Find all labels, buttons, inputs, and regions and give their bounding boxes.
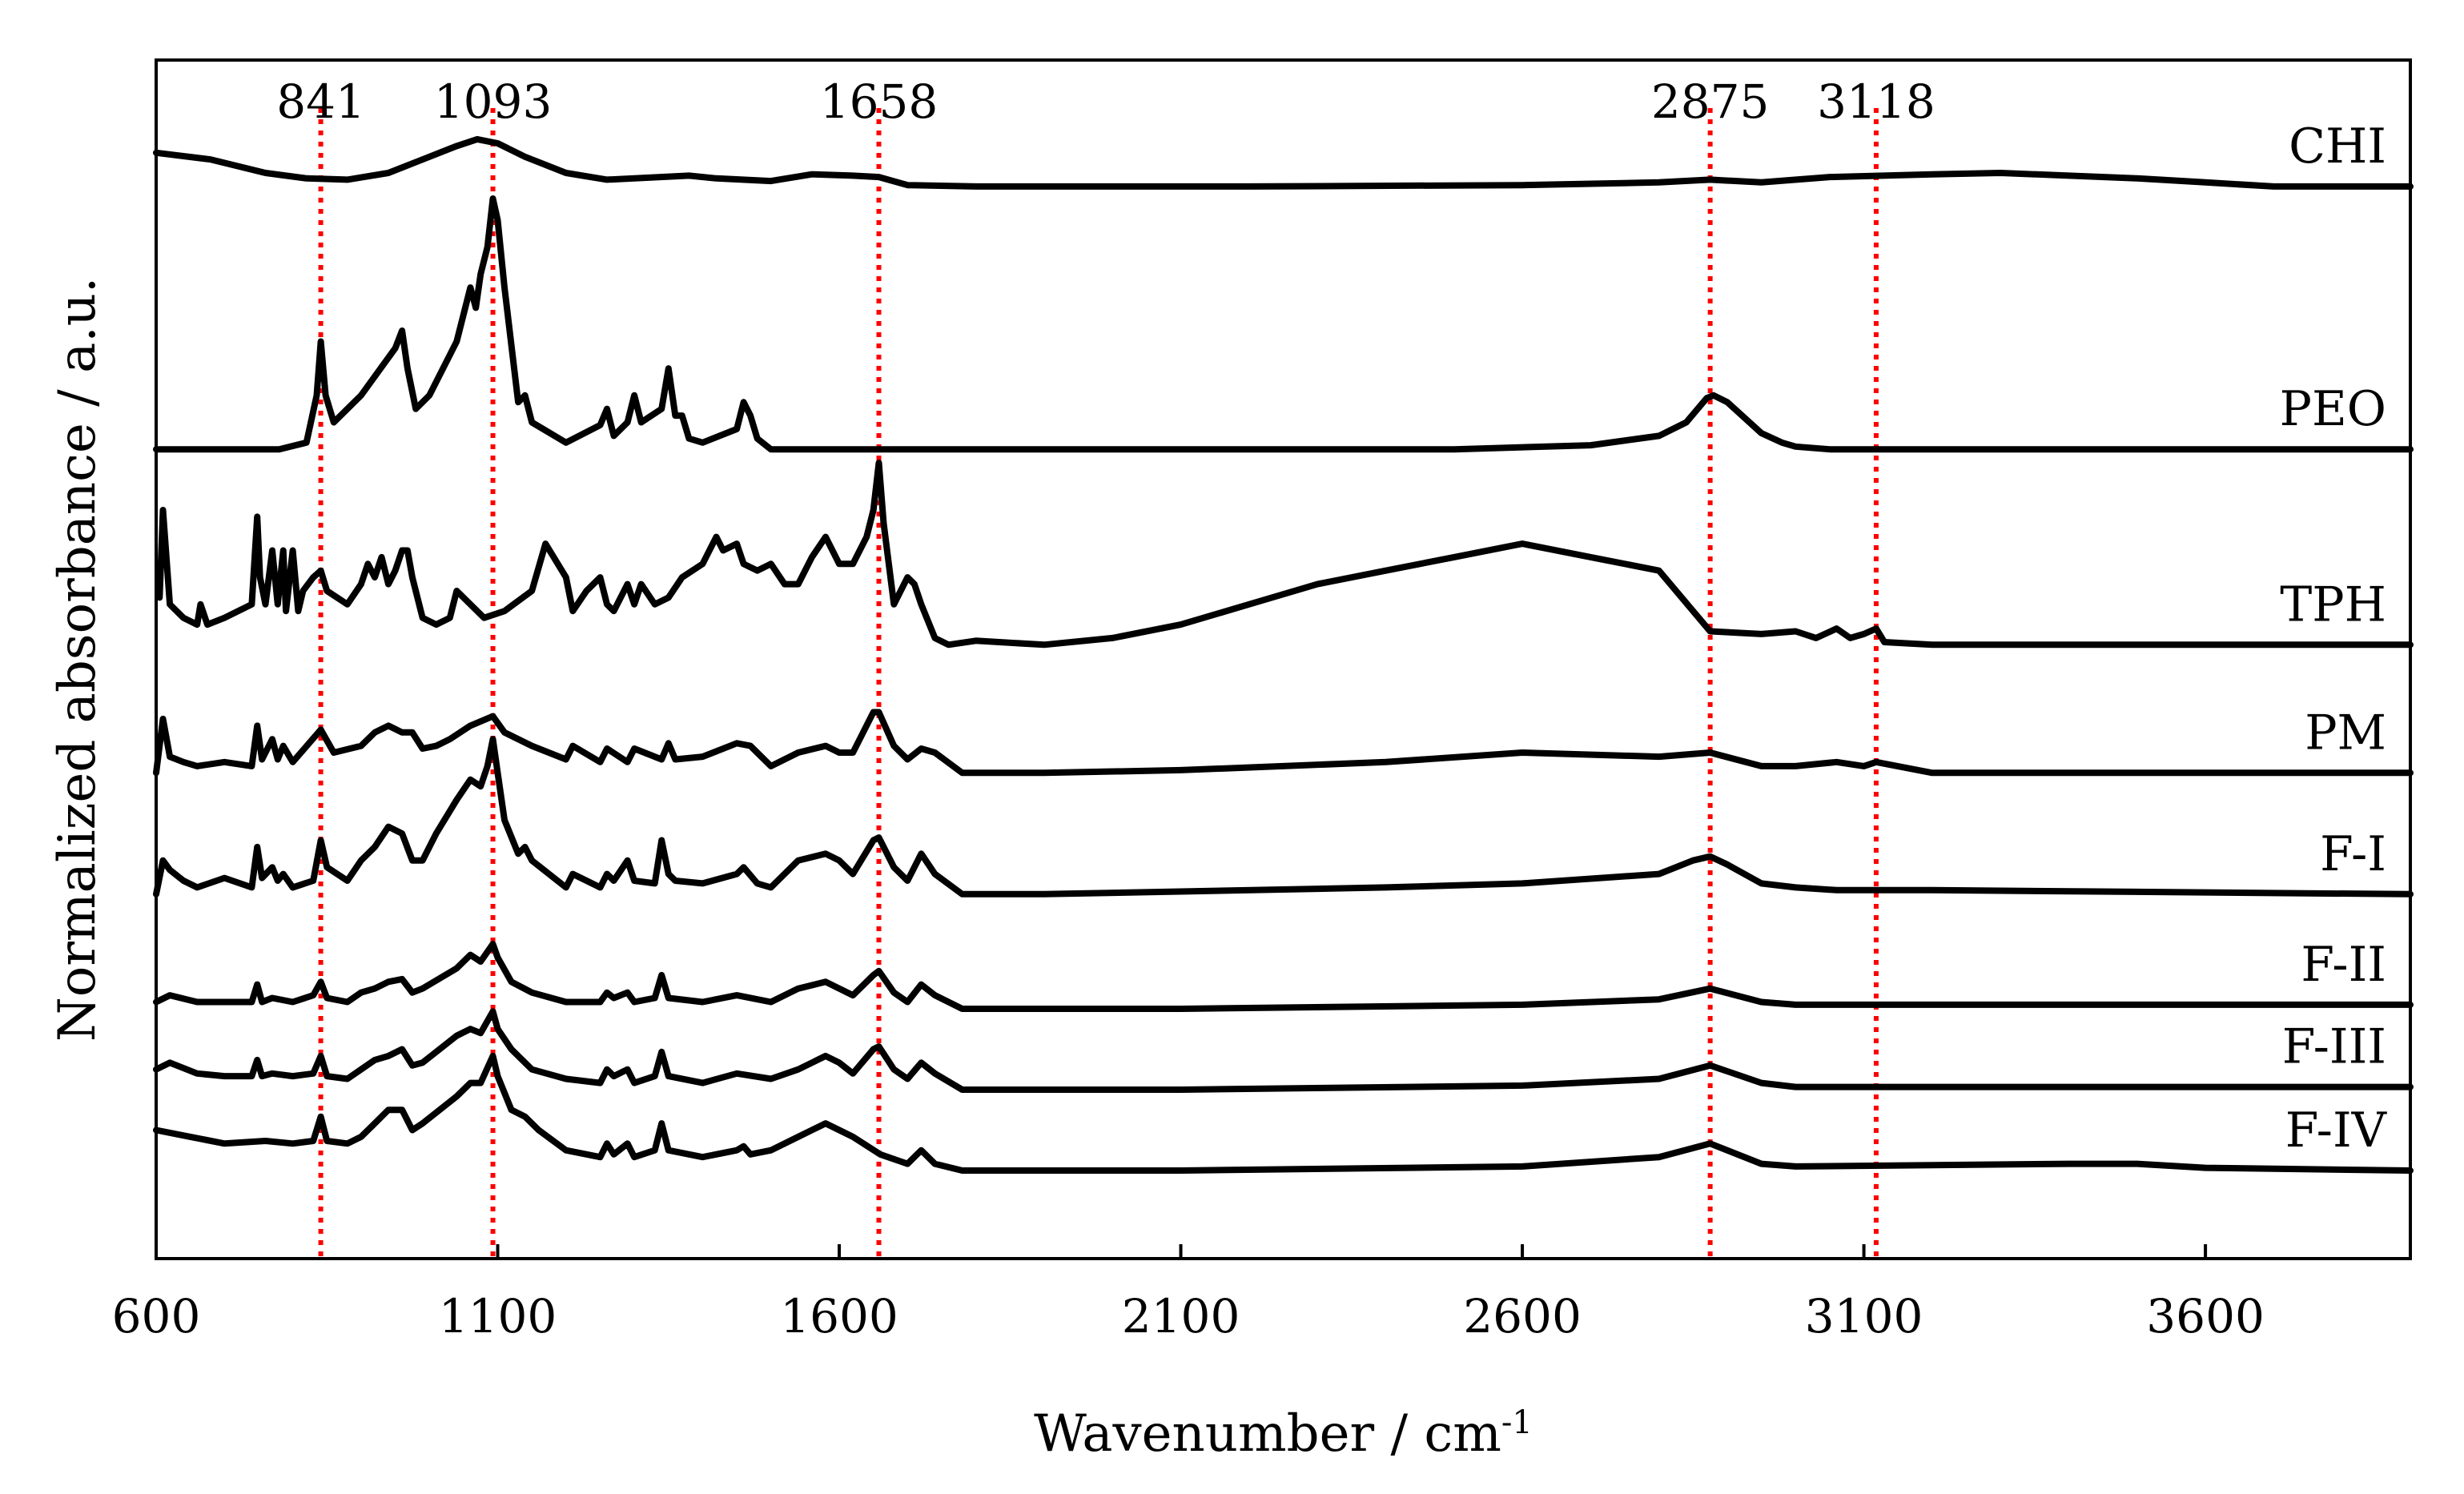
series-line-f-ii: [153, 941, 2414, 1012]
spectra-lines: [153, 135, 2414, 1174]
series-label-chi: CHI: [2289, 118, 2386, 175]
peak-label-3118: 3118: [1817, 74, 1935, 129]
x-tick-label-2600: 2600: [1463, 1289, 1582, 1343]
series-label-f-iii: F-III: [2282, 1019, 2386, 1075]
x-axis-ticks: 600 1100 1600 2100 2600 3100 3600: [112, 1244, 2265, 1343]
y-axis-title: Normalized absorbance / a.u.: [48, 277, 107, 1042]
x-tick-label-600: 600: [112, 1289, 201, 1343]
x-tick-label-2100: 2100: [1122, 1289, 1240, 1343]
peak-label-1093: 1093: [434, 74, 553, 129]
plot-area-frame: [155, 58, 2412, 1260]
x-tick-label-1600: 1600: [780, 1289, 898, 1343]
series-line-tph: [156, 460, 2414, 649]
series-labels: CHI PEO TPH PM F-I F-II F-III F-IV: [2280, 118, 2388, 1159]
series-label-pm: PM: [2305, 705, 2386, 761]
peak-labels: 841 1093 1658 2875 3118: [276, 74, 1935, 129]
x-tick-label-3600: 3600: [2146, 1289, 2265, 1343]
series-label-f-iv: F-IV: [2285, 1102, 2388, 1159]
series-line-f-iv: [153, 1052, 2414, 1174]
x-tick-label-3100: 3100: [1805, 1289, 1923, 1343]
peak-label-1658: 1658: [820, 74, 939, 129]
series-label-tph: TPH: [2280, 576, 2386, 633]
series-line-peo: [153, 195, 2414, 453]
series-line-f-i: [153, 736, 2414, 898]
x-axis-title: Wavenumber / cm-1: [1034, 1404, 1533, 1464]
reference-lines: [318, 108, 1879, 1259]
peak-label-841: 841: [276, 74, 365, 129]
series-label-peo: PEO: [2280, 381, 2386, 437]
series-label-f-i: F-I: [2320, 826, 2386, 882]
series-line-chi: [153, 135, 2414, 190]
peak-label-2875: 2875: [1651, 74, 1770, 129]
series-line-pm: [153, 709, 2414, 777]
x-tick-label-1100: 1100: [439, 1289, 557, 1343]
series-label-f-ii: F-II: [2301, 937, 2386, 993]
series-line-f-iii: [153, 1008, 2414, 1093]
